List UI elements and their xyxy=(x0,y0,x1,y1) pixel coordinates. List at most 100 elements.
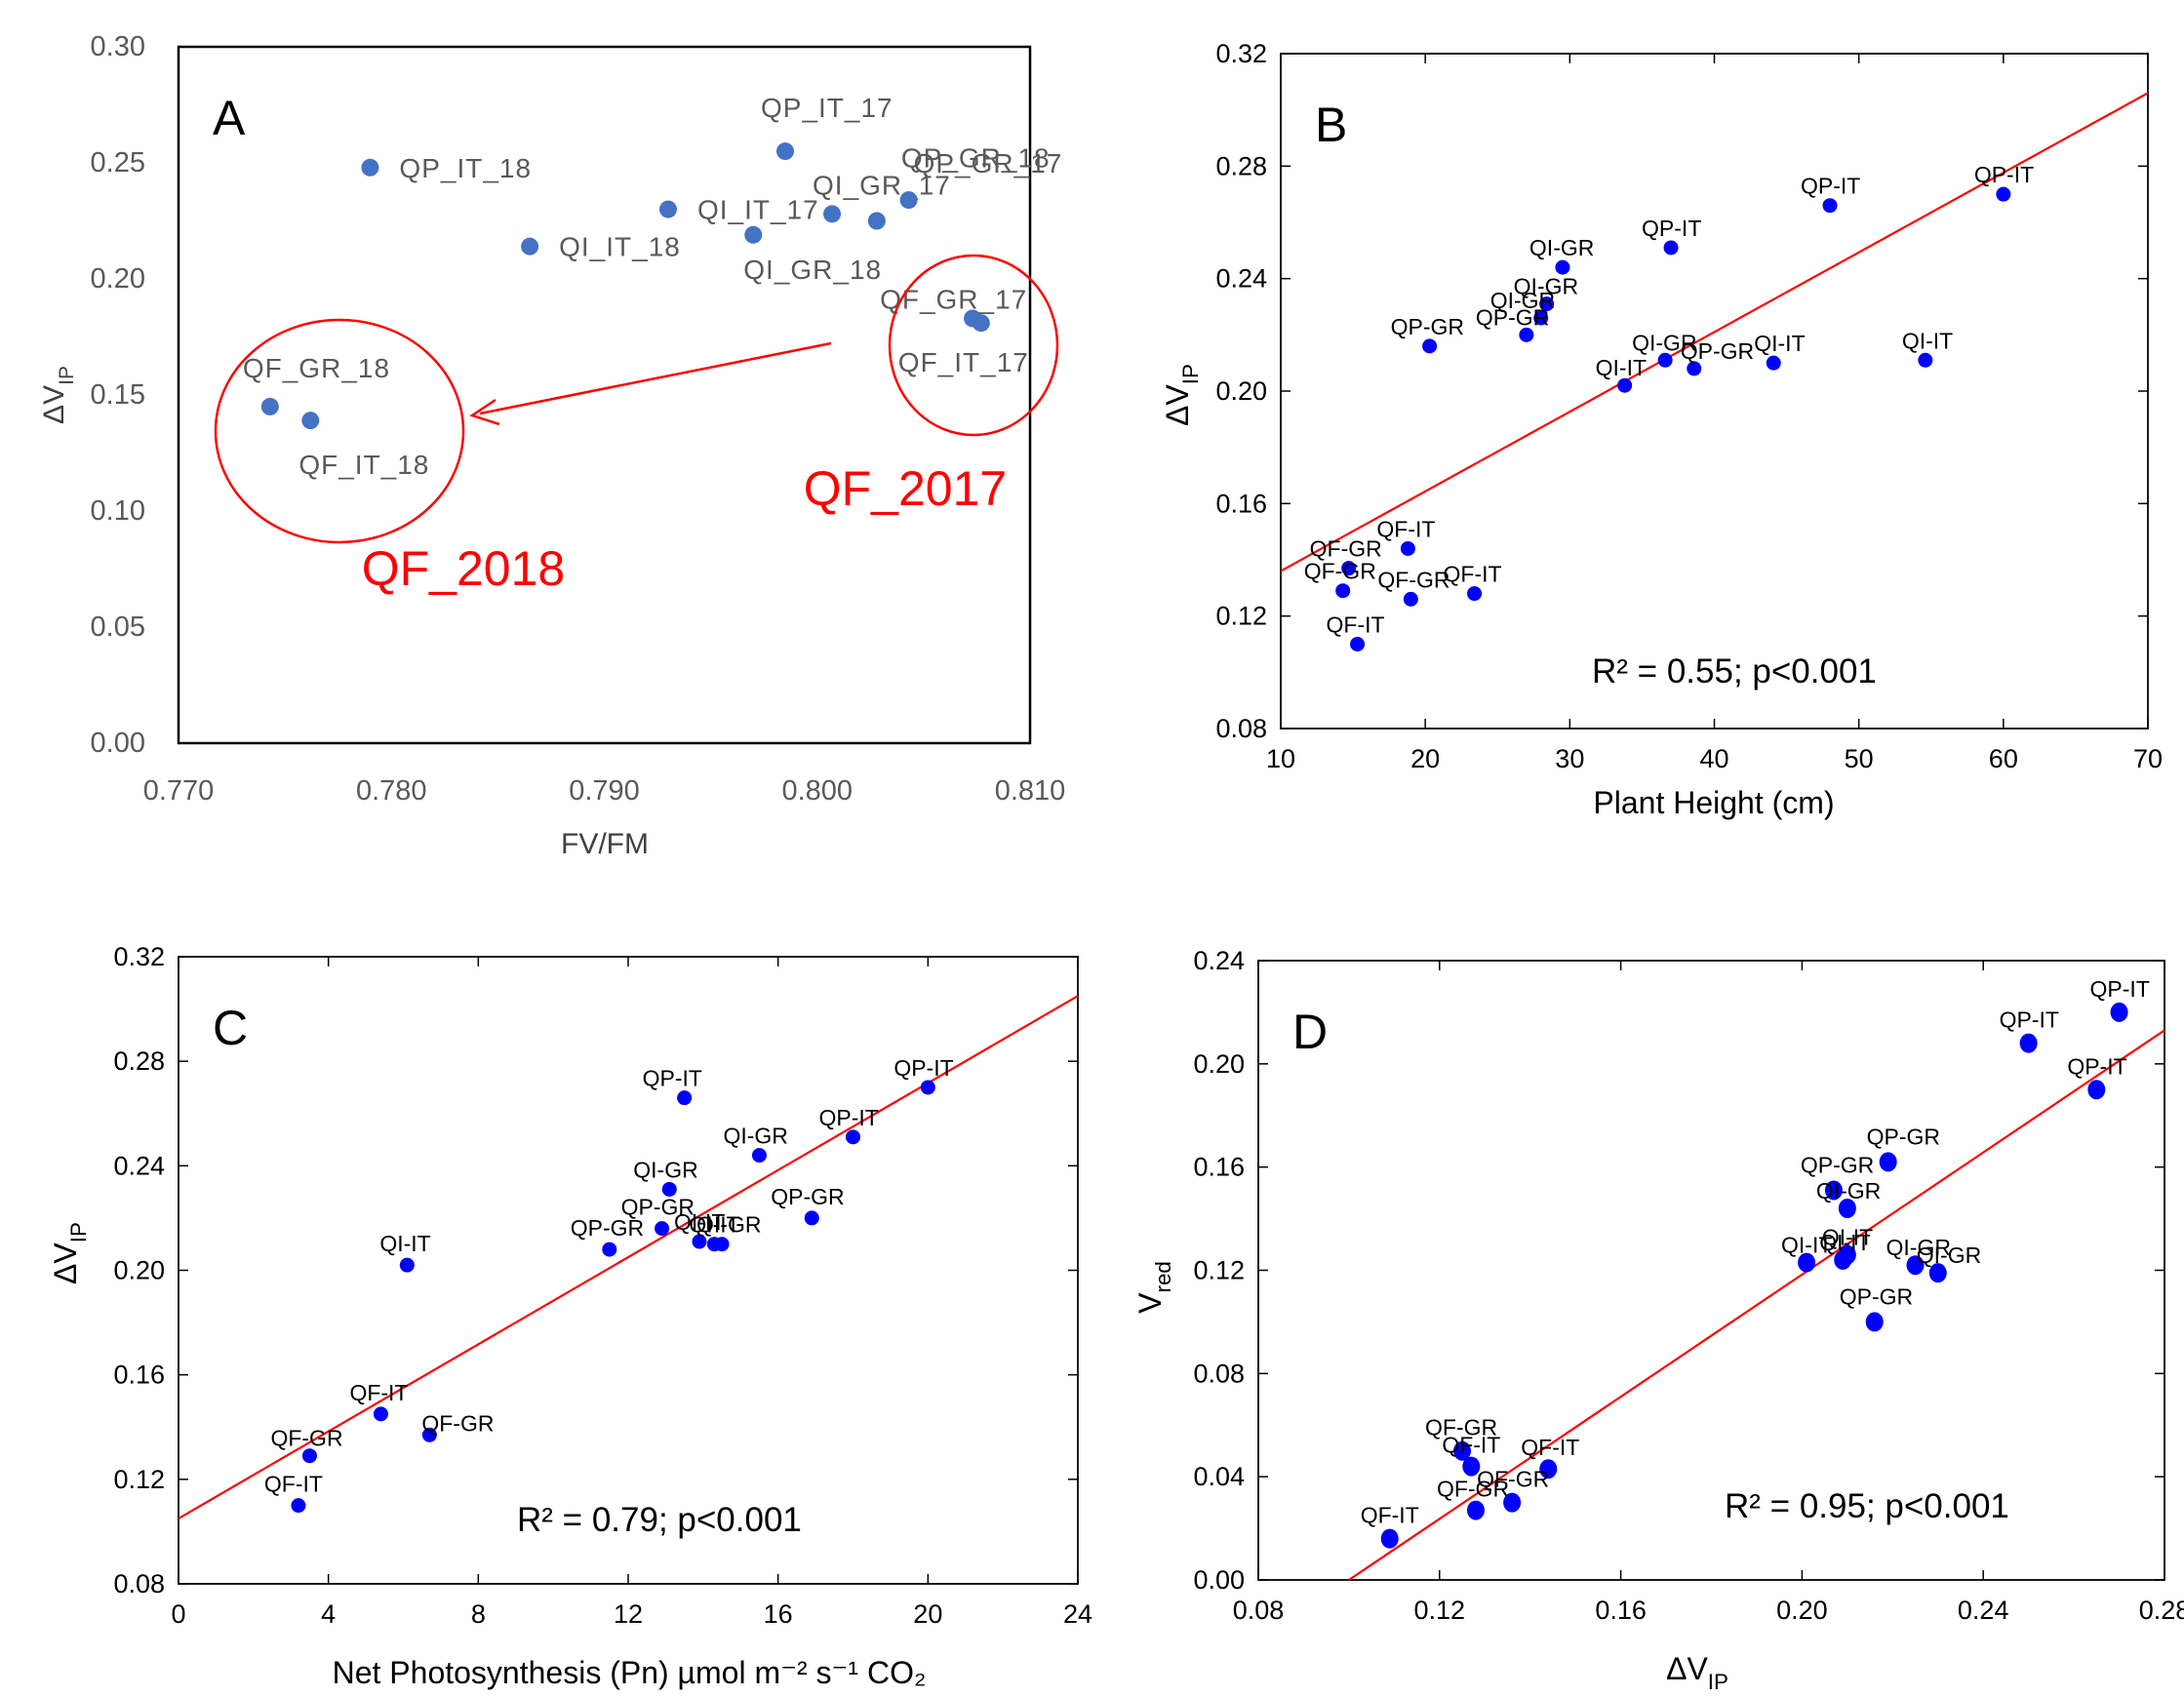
data-point xyxy=(373,1406,388,1422)
x-axis-title: Net Photosynthesis (Pn) µmol m⁻² s⁻¹ CO₂ xyxy=(333,1655,927,1690)
data-label: QP_IT_17 xyxy=(761,93,893,123)
x-tick-label: 40 xyxy=(1699,744,1728,773)
regression-line xyxy=(1280,92,2149,572)
data-label: QF-IT xyxy=(1521,1435,1579,1460)
y-tick-label: 0.16 xyxy=(1215,489,1267,518)
y-tick-label: 0.04 xyxy=(1193,1462,1245,1491)
data-point xyxy=(1539,1459,1558,1479)
data-point xyxy=(1865,1312,1884,1332)
data-label: QF-IT xyxy=(1327,612,1385,638)
y-axis-title: Vred xyxy=(1132,1261,1175,1314)
panel-letter: D xyxy=(1292,1005,1328,1059)
data-point xyxy=(301,412,320,430)
data-point xyxy=(658,200,677,218)
y-tick-label: 0.08 xyxy=(113,1569,165,1598)
data-label: QP-GR xyxy=(1681,338,1754,364)
data-point xyxy=(1350,637,1366,651)
data-point xyxy=(260,397,279,415)
data-point xyxy=(1503,1492,1522,1513)
x-tick-label: 8 xyxy=(471,1599,486,1629)
highlight-circle xyxy=(888,254,1059,437)
data-label: QF-GR xyxy=(270,1426,342,1451)
x-tick-label: 20 xyxy=(1410,744,1440,773)
data-point xyxy=(521,237,539,256)
data-point xyxy=(1533,310,1549,326)
x-tick-label: 0.16 xyxy=(1595,1596,1647,1625)
y-tick-label: 0.08 xyxy=(1193,1359,1245,1388)
data-point xyxy=(661,1181,677,1197)
data-point xyxy=(1400,540,1415,556)
x-axis-title: Plant Height (cm) xyxy=(1593,785,1834,820)
panel-b: 10 20 30 40 50 60 70 0.08 0.12 0.16 0.20 0.24 0.28 0.… xyxy=(1160,39,2163,820)
y-axis-title: ΔVIP xyxy=(48,1222,91,1284)
data-label: QI-GR xyxy=(1529,235,1594,260)
data-label: QI-IT xyxy=(1819,1230,1870,1255)
data-point xyxy=(899,191,918,210)
x-tick-label: 0.12 xyxy=(1414,1596,1466,1625)
data-label: QP_GR_18 xyxy=(901,143,1051,174)
data-label: QI-IT xyxy=(1754,331,1805,356)
y-tick-label: 0.10 xyxy=(91,495,145,527)
y-tick-label: 0.12 xyxy=(113,1465,165,1494)
y-tick-label: 0.20 xyxy=(1193,1049,1245,1079)
y-tick-label: 0.05 xyxy=(91,611,145,643)
data-label: QP-IT xyxy=(2067,1053,2126,1079)
data-point xyxy=(751,1148,767,1164)
y-tick-label: 0.12 xyxy=(1193,1256,1245,1285)
data-label: QI-IT xyxy=(674,1209,725,1235)
data-label: QI_IT_18 xyxy=(559,232,681,262)
x-axis-title: ΔVIP xyxy=(1666,1651,1728,1694)
data-label: QP-GR xyxy=(571,1215,644,1241)
stats-text: R² = 0.79; p<0.001 xyxy=(517,1501,802,1539)
data-label: QI-IT xyxy=(689,1212,739,1238)
panel-d: 0.08 0.12 0.16 0.20 0.24 0.28 0.00 0.04 0.08 0.12… xyxy=(1132,946,2184,1694)
y-tick-label: 0.28 xyxy=(1215,151,1267,180)
data-label: QI-IT xyxy=(379,1231,430,1256)
x-tick-label: 0 xyxy=(171,1599,185,1629)
y-tick-label: 0.24 xyxy=(113,1151,165,1180)
data-label: QF-IT xyxy=(1442,1433,1500,1458)
data-point xyxy=(1822,198,1838,214)
y-tick-label: 0.15 xyxy=(91,379,145,411)
data-point xyxy=(1657,352,1673,368)
data-point xyxy=(1555,259,1570,275)
data-label: QI_IT_17 xyxy=(697,195,819,225)
data-point xyxy=(1380,1528,1399,1549)
data-label: QP-IT xyxy=(2000,1007,2059,1033)
data-label: QF-GR xyxy=(421,1410,494,1436)
data-point xyxy=(1824,1180,1843,1201)
y-tick-label: 0.16 xyxy=(1193,1153,1245,1182)
data-point xyxy=(1539,296,1555,312)
panel-letter: B xyxy=(1315,98,1347,152)
data-label: QI-GR xyxy=(723,1124,787,1149)
x-tick-label: 20 xyxy=(913,1599,942,1629)
data-label: QP-GR xyxy=(1867,1124,1940,1149)
x-tick-label: 0.20 xyxy=(1776,1596,1828,1625)
data-label: QF-GR xyxy=(1437,1477,1509,1502)
data-point xyxy=(846,1129,860,1145)
data-label: QF-IT xyxy=(349,1380,408,1405)
data-point xyxy=(1462,1456,1481,1477)
highlight-circle xyxy=(214,318,465,544)
data-point xyxy=(920,1080,935,1095)
y-axis-title: ΔVIP xyxy=(38,366,78,424)
data-label: QF_IT_18 xyxy=(298,450,429,480)
data-point xyxy=(655,1221,670,1237)
y-tick-label: 0.25 xyxy=(91,147,145,178)
data-label: QI-IT xyxy=(1822,1225,1873,1250)
data-label: QP-GR xyxy=(771,1184,844,1209)
data-label: QI-GR xyxy=(696,1212,761,1238)
data-label: QI_GR_18 xyxy=(743,255,882,285)
x-tick-label: 24 xyxy=(1063,1599,1092,1629)
data-label: QP-IT xyxy=(2090,976,2150,1002)
data-point xyxy=(1838,1199,1856,1218)
data-point xyxy=(1422,338,1438,354)
x-tick-label: 0.24 xyxy=(1958,1596,2009,1625)
data-label: QF-IT xyxy=(264,1472,323,1497)
data-point xyxy=(867,212,886,230)
data-point xyxy=(1467,586,1483,602)
data-point xyxy=(1996,186,2011,202)
data-point xyxy=(706,1237,722,1252)
data-point xyxy=(972,314,990,333)
data-label: QI-IT xyxy=(1596,355,1647,380)
